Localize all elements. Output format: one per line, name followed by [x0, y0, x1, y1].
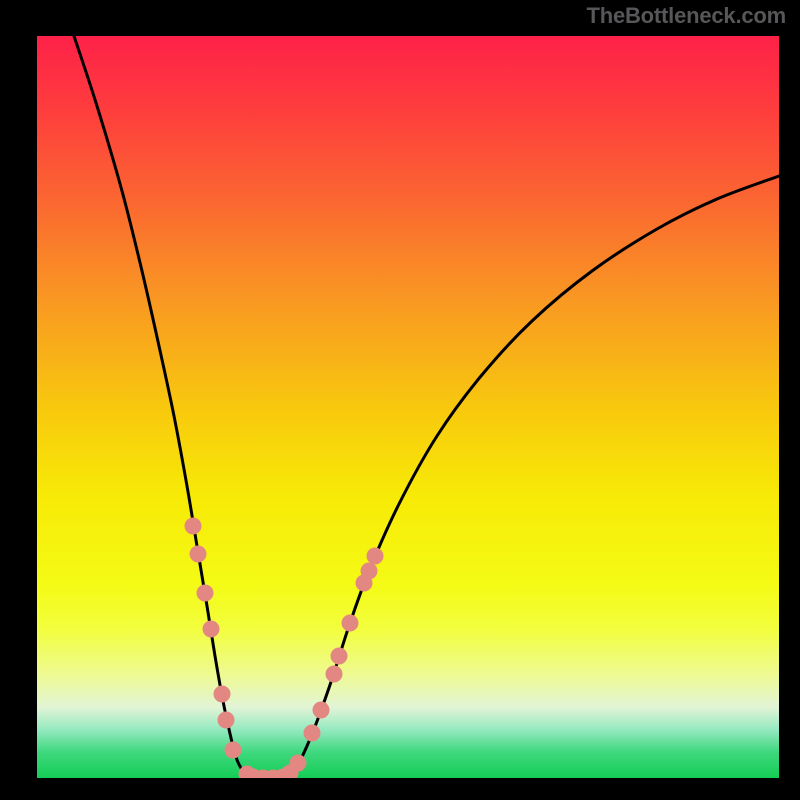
data-marker: [326, 666, 343, 683]
canvas-frame: TheBottleneck.com: [0, 0, 800, 800]
data-marker: [304, 725, 321, 742]
data-marker: [313, 702, 330, 719]
data-marker: [218, 712, 235, 729]
data-marker: [367, 548, 384, 565]
data-marker: [190, 546, 207, 563]
data-marker: [203, 621, 220, 638]
data-marker: [290, 755, 307, 772]
data-marker: [197, 585, 214, 602]
data-marker: [331, 648, 348, 665]
bottleneck-plot: [37, 36, 779, 778]
plot-background: [37, 36, 779, 778]
data-marker: [225, 742, 242, 759]
data-marker: [361, 563, 378, 580]
data-marker: [185, 518, 202, 535]
watermark-text: TheBottleneck.com: [586, 3, 786, 29]
data-marker: [342, 615, 359, 632]
data-marker: [214, 686, 231, 703]
